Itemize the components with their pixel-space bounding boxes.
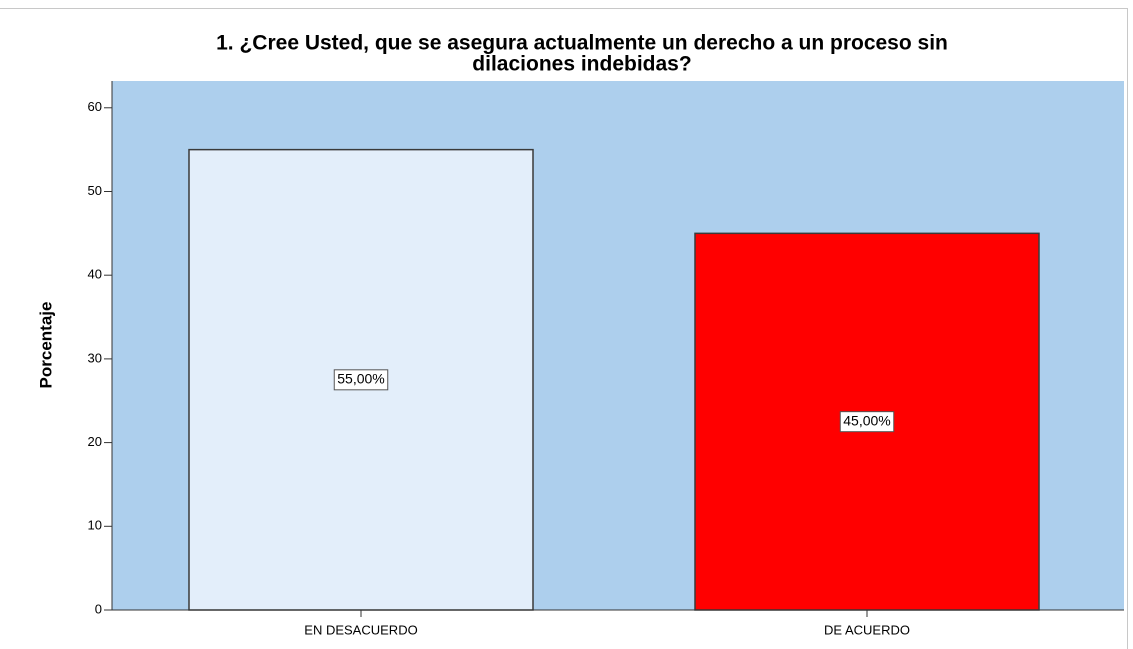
y-tick-label: 50 bbox=[88, 183, 102, 198]
y-tick-label: 0 bbox=[95, 601, 102, 616]
x-tick-label: EN DESACUERDO bbox=[304, 622, 417, 637]
value-label-box bbox=[333, 369, 389, 391]
y-axis-label: Porcentaje bbox=[36, 302, 55, 389]
value-label: 45,00% bbox=[843, 412, 890, 428]
y-tick-label: 30 bbox=[88, 350, 102, 365]
x-tick-label: DE ACUERDO bbox=[824, 622, 910, 637]
chart-title: 1. ¿Cree Usted, que se asegura actualmen… bbox=[216, 32, 948, 55]
chart-title: dilaciones indebidas? bbox=[472, 53, 691, 76]
value-label-box bbox=[839, 411, 895, 433]
y-tick-label: 10 bbox=[88, 518, 102, 533]
value-label: 55,00% bbox=[337, 371, 384, 387]
y-tick-label: 40 bbox=[88, 267, 102, 282]
y-tick-label: 60 bbox=[88, 99, 102, 114]
y-tick-label: 20 bbox=[88, 434, 102, 449]
